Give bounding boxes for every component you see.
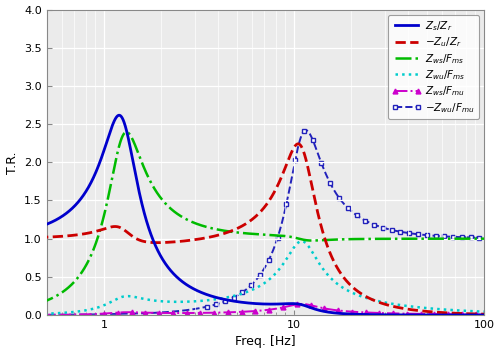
$-Z_u/Z_r$ — [431, 310, 437, 314]
$-Z_u/Z_r$ — [480, 312, 486, 316]
$-Z_u/Z_r$ — [35, 235, 41, 240]
$Z_s/Z_r$ — [431, 313, 437, 317]
$-Z_{wu}/F_{mu}$ — [228, 296, 234, 301]
$-Z_u/Z_r$ — [87, 231, 93, 235]
$Z_s/Z_r$ — [209, 294, 215, 298]
Y-axis label: T.R.: T.R. — [6, 151, 18, 173]
$-Z_{wu}/F_{mu}$ — [489, 236, 495, 240]
$Z_{ws}/F_{ms}$ — [124, 130, 130, 134]
$-Z_{wu}/F_{mu}$ — [87, 312, 93, 316]
$Z_{ws}/F_{mu}$ — [209, 310, 215, 315]
Line: $-Z_u/Z_r$: $-Z_u/Z_r$ — [38, 144, 492, 314]
$-Z_u/Z_r$ — [295, 142, 301, 146]
$Z_{ws}/F_{mu}$ — [87, 312, 93, 316]
$Z_s/Z_r$ — [114, 115, 119, 119]
$Z_{wu}/F_{ms}$ — [480, 309, 486, 314]
$-Z_{wu}/F_{mu}$ — [431, 234, 437, 238]
$Z_s/Z_r$ — [489, 313, 495, 317]
$-Z_{wu}/F_{mu}$ — [480, 236, 486, 240]
$-Z_{wu}/F_{mu}$ — [303, 128, 309, 132]
X-axis label: Freq. [Hz]: Freq. [Hz] — [235, 336, 296, 348]
$Z_{ws}/F_{ms}$ — [480, 236, 486, 241]
$Z_{wu}/F_{ms}$ — [209, 298, 215, 302]
$Z_{ws}/F_{ms}$ — [209, 226, 215, 230]
Legend: $Z_s/Z_r$, $-Z_u/Z_r$, $Z_{ws}/F_{ms}$, $Z_{wu}/F_{ms}$, $Z_{ws}/F_{mu}$, $-Z_{w: $Z_s/Z_r$, $-Z_u/Z_r$, $Z_{ws}/F_{ms}$, … — [388, 15, 478, 119]
$Z_{ws}/F_{ms}$ — [114, 154, 119, 158]
$Z_{ws}/F_{mu}$ — [431, 312, 437, 316]
$Z_{ws}/F_{ms}$ — [431, 236, 437, 241]
$-Z_u/Z_r$ — [209, 234, 215, 239]
$Z_{ws}/F_{mu}$ — [114, 310, 119, 315]
$Z_{wu}/F_{ms}$ — [431, 307, 437, 311]
$Z_{ws}/F_{mu}$ — [489, 313, 495, 317]
$Z_s/Z_r$ — [229, 299, 235, 303]
Line: $Z_{wu}/F_{ms}$: $Z_{wu}/F_{ms}$ — [38, 241, 492, 314]
$Z_s/Z_r$ — [87, 183, 93, 187]
$-Z_{wu}/F_{mu}$ — [35, 313, 41, 317]
$Z_{wu}/F_{ms}$ — [114, 297, 119, 301]
$Z_{ws}/F_{ms}$ — [489, 236, 495, 241]
$Z_{ws}/F_{ms}$ — [87, 256, 93, 260]
$Z_s/Z_r$ — [480, 313, 486, 317]
$-Z_u/Z_r$ — [228, 229, 234, 233]
Line: $Z_{ws}/F_{mu}$: $Z_{ws}/F_{mu}$ — [36, 302, 494, 317]
$Z_{ws}/F_{mu}$ — [228, 310, 234, 314]
$Z_{ws}/F_{ms}$ — [229, 230, 235, 234]
$Z_{wu}/F_{ms}$ — [489, 310, 495, 314]
Line: $Z_{ws}/F_{ms}$: $Z_{ws}/F_{ms}$ — [38, 132, 492, 304]
$-Z_{wu}/F_{mu}$ — [114, 312, 119, 316]
$Z_s/Z_r$ — [35, 225, 41, 229]
$Z_{wu}/F_{ms}$ — [87, 307, 93, 312]
$Z_{ws}/F_{ms}$ — [35, 302, 41, 306]
$-Z_u/Z_r$ — [489, 312, 495, 316]
$Z_{ws}/F_{mu}$ — [35, 313, 41, 317]
$Z_{wu}/F_{ms}$ — [35, 312, 41, 316]
$-Z_{wu}/F_{mu}$ — [209, 303, 215, 308]
$Z_{wu}/F_{ms}$ — [299, 239, 305, 243]
$Z_{ws}/F_{mu}$ — [299, 302, 305, 306]
$Z_{wu}/F_{ms}$ — [228, 294, 234, 298]
$Z_s/Z_r$ — [116, 113, 122, 118]
Line: $Z_s/Z_r$: $Z_s/Z_r$ — [38, 115, 492, 315]
Line: $-Z_{wu}/F_{mu}$: $-Z_{wu}/F_{mu}$ — [36, 128, 494, 317]
$Z_{ws}/F_{mu}$ — [480, 312, 486, 316]
$-Z_u/Z_r$ — [114, 224, 119, 229]
